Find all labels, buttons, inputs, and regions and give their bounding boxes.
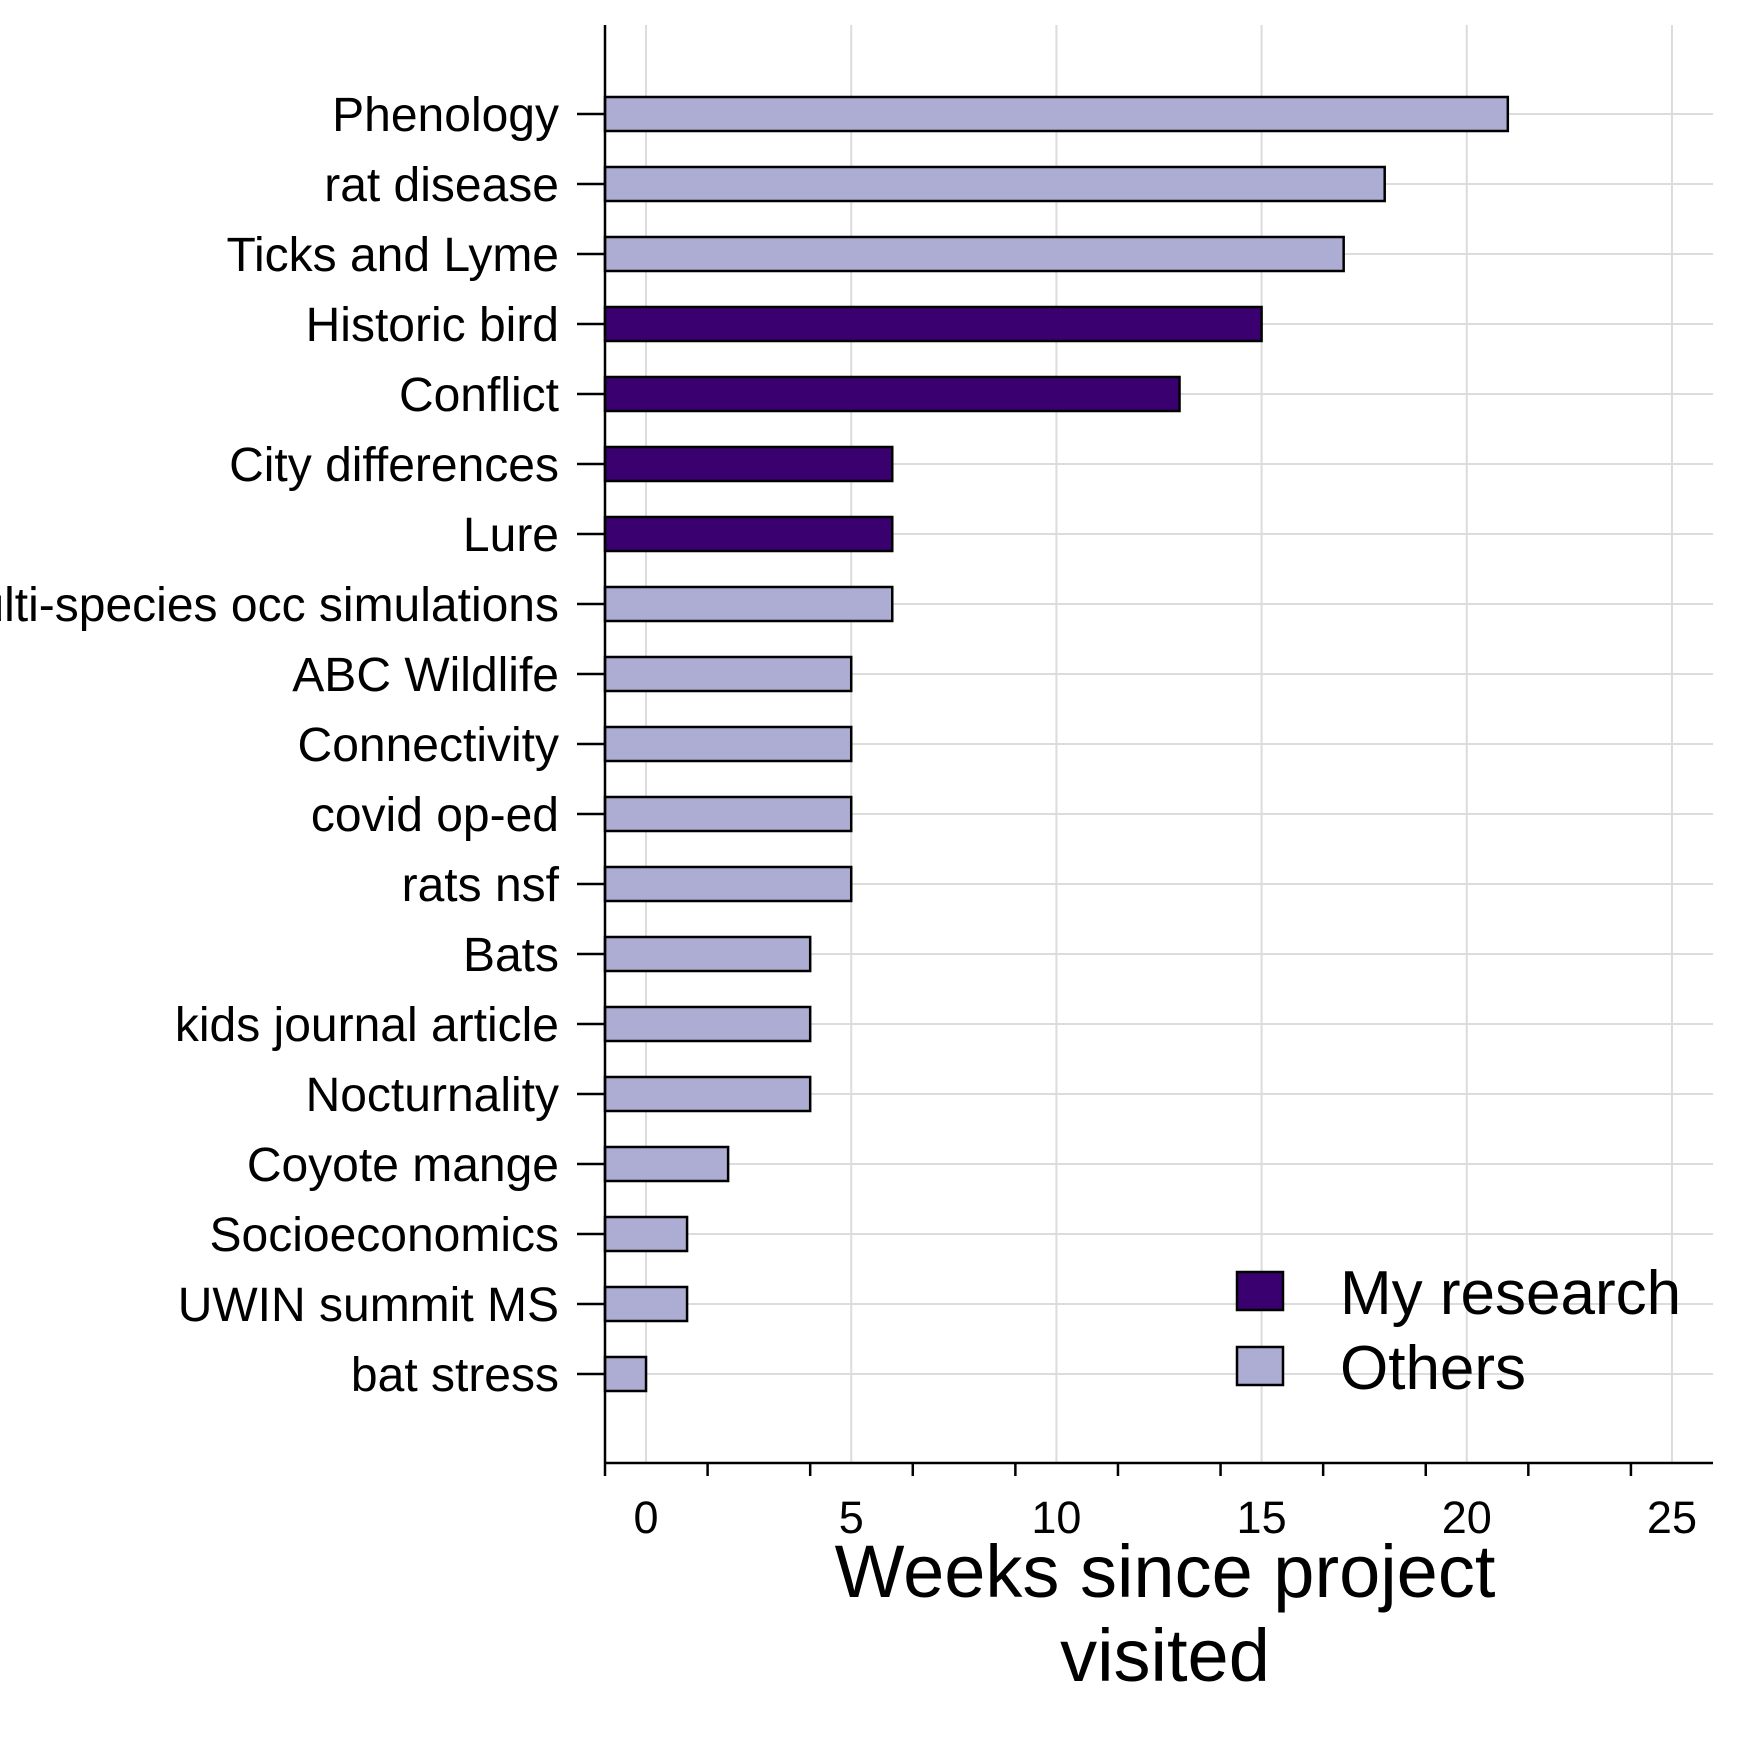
bars bbox=[603, 95, 1510, 1393]
legend-swatch-my-research bbox=[1235, 1270, 1285, 1312]
x-axis-title-line-2: visited bbox=[1060, 1614, 1270, 1697]
category-label-city-differences: City differences bbox=[229, 439, 559, 492]
x-tick-label-25: 25 bbox=[1647, 1492, 1697, 1543]
category-label-rat-disease: rat disease bbox=[324, 159, 559, 212]
category-label-lure: Lure bbox=[463, 509, 559, 562]
bar-phenology bbox=[603, 95, 1510, 133]
bar-multi-species-occ-simulations bbox=[603, 585, 894, 623]
x-tick-labels: 0 5 10 15 20 25 bbox=[634, 1492, 1697, 1543]
category-label-uwin-summit-ms: UWIN summit MS bbox=[178, 1279, 559, 1332]
category-label-multi-species-occ-simulations: Multi-species occ simulations bbox=[0, 579, 559, 632]
category-label-bats: Bats bbox=[463, 929, 559, 982]
bar-nocturnality bbox=[603, 1075, 812, 1113]
x-axis-title-line-1: Weeks since project bbox=[835, 1530, 1496, 1613]
category-label-abc-wildlife: ABC Wildlife bbox=[292, 649, 559, 702]
x-tick-label-0: 0 bbox=[634, 1492, 659, 1543]
axes bbox=[577, 25, 1713, 1476]
bar-kids-journal-article bbox=[603, 1005, 812, 1043]
bar-rats-nsf bbox=[603, 865, 853, 903]
category-label-bat-stress: bat stress bbox=[351, 1349, 559, 1402]
bar-ticks-and-lyme bbox=[603, 235, 1345, 273]
x-tick-label-10: 10 bbox=[1031, 1492, 1081, 1543]
category-label-kids-journal-article: kids journal article bbox=[175, 999, 559, 1052]
bar-abc-wildlife bbox=[603, 655, 853, 693]
legend-label-others: Others bbox=[1340, 1334, 1526, 1403]
category-label-covid-op-ed: covid op-ed bbox=[311, 789, 559, 842]
x-tick-label-5: 5 bbox=[839, 1492, 864, 1543]
bar-rat-disease bbox=[603, 165, 1386, 203]
bar-conflict bbox=[603, 375, 1181, 413]
bar-connectivity bbox=[603, 725, 853, 763]
category-label-connectivity: Connectivity bbox=[298, 719, 559, 772]
category-label-ticks-and-lyme: Ticks and Lyme bbox=[226, 229, 559, 282]
bar-bat-stress bbox=[603, 1355, 648, 1393]
bar-socioeconomics bbox=[603, 1215, 689, 1253]
category-label-rats-nsf: rats nsf bbox=[402, 859, 560, 912]
x-tick-label-15: 15 bbox=[1237, 1492, 1287, 1543]
bar-historic-bird bbox=[603, 305, 1263, 343]
bar-lure bbox=[603, 515, 894, 553]
bar-city-differences bbox=[603, 445, 894, 483]
category-label-historic-bird: Historic bird bbox=[306, 299, 559, 352]
category-label-nocturnality: Nocturnality bbox=[306, 1069, 559, 1122]
x-tick-label-20: 20 bbox=[1442, 1492, 1492, 1543]
bar-bats bbox=[603, 935, 812, 973]
category-label-socioeconomics: Socioeconomics bbox=[210, 1209, 560, 1262]
legend-swatch-others bbox=[1235, 1345, 1285, 1387]
category-label-conflict: Conflict bbox=[399, 369, 559, 422]
category-label-coyote-mange: Coyote mange bbox=[247, 1139, 559, 1192]
category-labels: Phenology rat disease Ticks and Lyme Histor… bbox=[0, 89, 560, 1402]
bar-coyote-mange bbox=[603, 1145, 730, 1183]
legend-label-my-research: My research bbox=[1340, 1259, 1681, 1328]
category-label-phenology: Phenology bbox=[332, 89, 559, 142]
bar-covid-op-ed bbox=[603, 795, 853, 833]
bar-uwin-summit-ms bbox=[603, 1285, 689, 1323]
